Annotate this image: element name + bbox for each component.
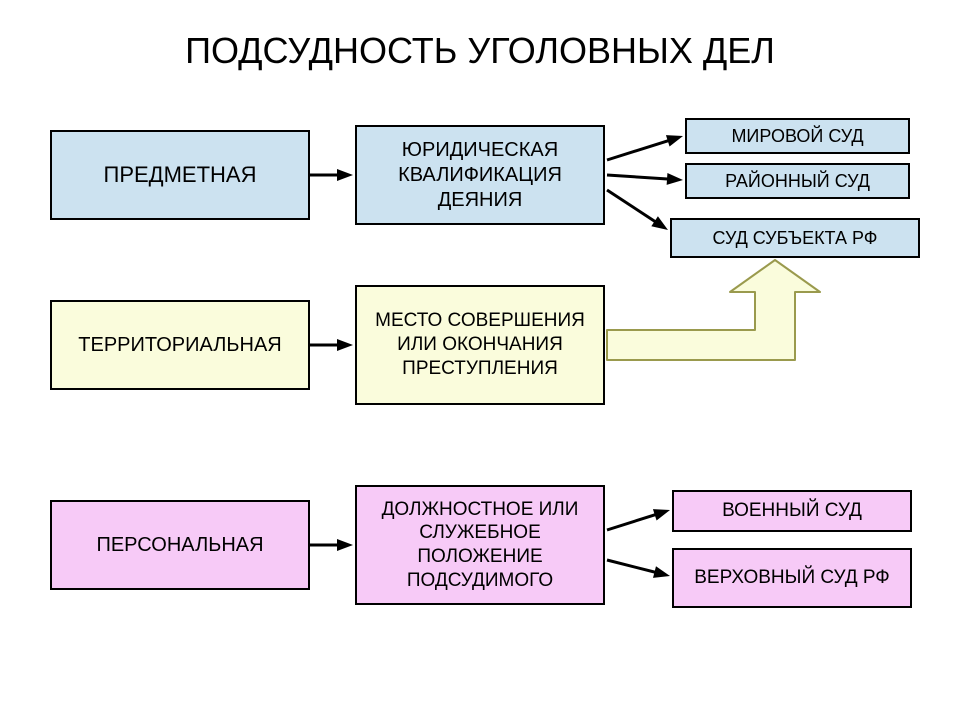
- node-r1_out1: МИРОВОЙ СУД: [685, 118, 910, 154]
- node-r3_out2: ВЕРХОВНЫЙ СУД РФ: [672, 548, 912, 608]
- node-r1_mid: ЮРИДИЧЕСКАЯ КВАЛИФИКАЦИЯ ДЕЯНИЯ: [355, 125, 605, 225]
- node-r1_left: ПРЕДМЕТНАЯ: [50, 130, 310, 220]
- block-arrow: [607, 260, 820, 360]
- node-r2_left: ТЕРРИТОРИАЛЬНАЯ: [50, 300, 310, 390]
- node-r3_left: ПЕРСОНАЛЬНАЯ: [50, 500, 310, 590]
- node-r3_out1: ВОЕННЫЙ СУД: [672, 490, 912, 532]
- node-r2_mid: МЕСТО СОВЕРШЕНИЯ ИЛИ ОКОНЧАНИЯ ПРЕСТУПЛЕ…: [355, 285, 605, 405]
- node-r1_out2: РАЙОННЫЙ СУД: [685, 163, 910, 199]
- node-r3_mid: ДОЛЖНОСТНОЕ ИЛИ СЛУЖЕБНОЕ ПОЛОЖЕНИЕ ПОДС…: [355, 485, 605, 605]
- diagram-title: ПОДСУДНОСТЬ УГОЛОВНЫХ ДЕЛ: [130, 30, 830, 72]
- node-r1_out3: СУД СУБЪЕКТА РФ: [670, 218, 920, 258]
